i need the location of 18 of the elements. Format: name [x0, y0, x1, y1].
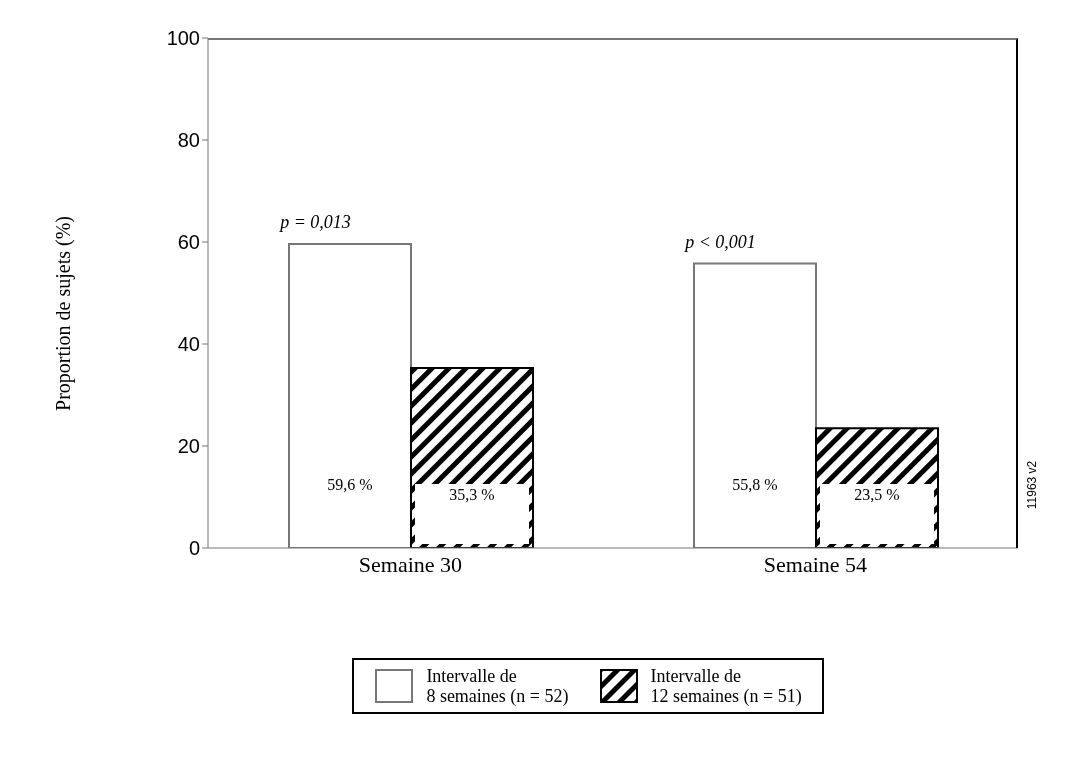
y-axis-title: Proportion de sujets (%): [51, 215, 75, 411]
legend-label: Intervalle de 12 semaines (n = 51): [650, 666, 802, 706]
legend-label: Intervalle de 8 semaines (n = 52): [426, 666, 569, 706]
y-tick-label: 40: [177, 333, 200, 356]
y-tick-label: 80: [177, 129, 200, 152]
y-tick-label: 100: [166, 27, 200, 50]
y-tick-label: 20: [177, 435, 200, 458]
data-label: 55,8 %: [732, 476, 778, 493]
text: 11963 v2: [1025, 460, 1040, 510]
data-label: 35,3 %: [449, 486, 495, 503]
data-label: 23,5 %: [854, 486, 900, 503]
annotation: p < 0,001: [683, 231, 756, 252]
y-tick-label: 60: [177, 231, 200, 254]
x-tick-label: Semaine 54: [763, 551, 868, 577]
y-tick-label: 0: [188, 537, 200, 560]
data-label: 59,6 %: [327, 476, 373, 493]
annotation: p = 0,013: [278, 212, 351, 233]
x-tick-label: Semaine 30: [358, 551, 463, 577]
